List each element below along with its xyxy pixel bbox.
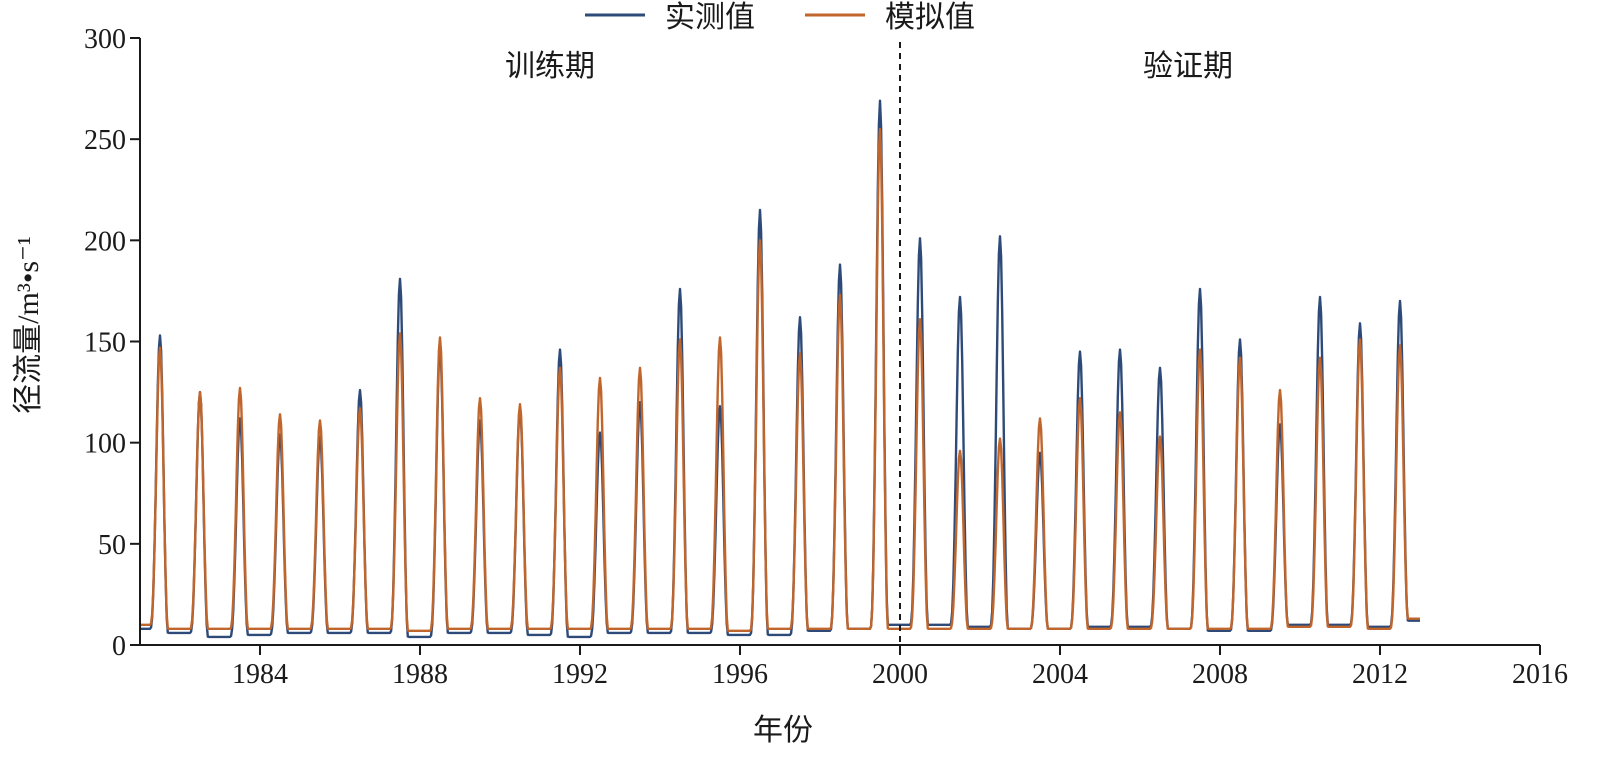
y-tick-label: 200 [84, 226, 126, 257]
y-tick-label: 250 [84, 125, 126, 156]
y-tick-label: 0 [112, 631, 126, 662]
x-tick-label: 2008 [1192, 659, 1248, 690]
series-line-observed [139, 99, 1421, 639]
y-axis-title: 径流量/m³•s⁻¹ [12, 236, 45, 414]
valid-period-label: 验证期 [1143, 50, 1233, 83]
x-tick-label: 2016 [1512, 659, 1568, 690]
series-line-simulated [139, 127, 1421, 632]
x-tick-label: 1988 [392, 659, 448, 690]
train-period-label: 训练期 [505, 50, 595, 83]
x-ticks-group: 1984 1988 1992 1996 2000 2004 2008 2012 2016 [232, 645, 1568, 690]
x-axis-title: 年份 [753, 714, 813, 747]
x-tick-label: 2000 [872, 659, 928, 690]
legend-label-simulated: 模拟值 [885, 1, 975, 34]
x-tick-label: 1992 [552, 659, 608, 690]
x-tick-label: 1996 [712, 659, 768, 690]
y-ticks-group: 0 50 100 150 200 250 300 [84, 24, 140, 662]
y-tick-label: 100 [84, 429, 126, 460]
axes-group: 0 50 100 150 200 250 300 1984 1988 1992 1996 2000 2… [84, 24, 1568, 690]
x-tick-label: 2004 [1032, 659, 1088, 690]
x-tick-label: 2012 [1352, 659, 1408, 690]
legend: 实测值 模拟值 [585, 1, 975, 34]
legend-label-observed: 实测值 [665, 1, 755, 34]
y-tick-label: 50 [98, 530, 126, 561]
y-tick-label: 150 [84, 328, 126, 359]
plot-series-group [139, 99, 1421, 639]
y-tick-label: 300 [84, 24, 126, 55]
x-tick-label: 1984 [232, 659, 288, 690]
